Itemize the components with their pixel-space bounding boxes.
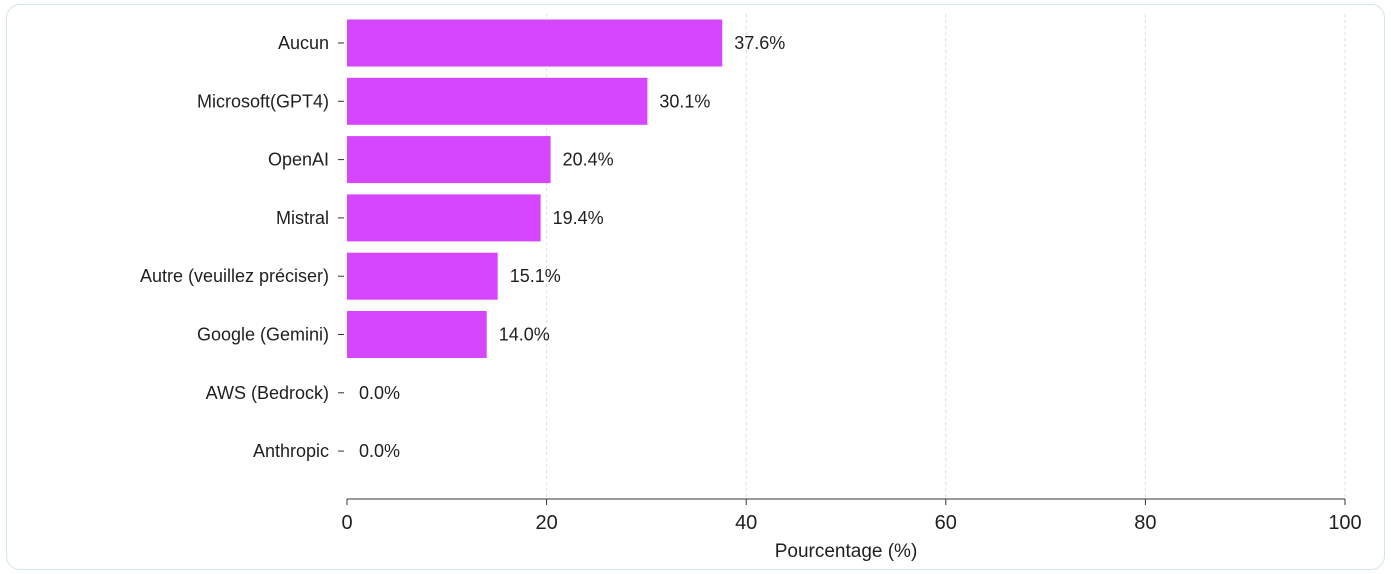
category-label-4: Autre (veuillez préciser) xyxy=(140,266,329,286)
bar-0 xyxy=(347,19,723,67)
value-label-3: 19.4% xyxy=(553,208,604,228)
bar-5 xyxy=(347,311,487,358)
value-label-6: 0.0% xyxy=(359,383,400,403)
category-label-7: Anthropic xyxy=(253,441,329,461)
bars xyxy=(347,19,723,358)
bar-2 xyxy=(347,136,551,184)
x-axis-label: Pourcentage (%) xyxy=(775,541,918,562)
x-tick-label-80: 80 xyxy=(1134,512,1156,534)
gridlines xyxy=(546,14,1346,499)
x-tick-label-20: 20 xyxy=(535,512,557,534)
x-axis: 0 20 40 60 80 100 xyxy=(341,498,1362,534)
x-tick-label-0: 0 xyxy=(341,512,352,534)
category-labels: Aucun Microsoft(GPT4) OpenAI Mistral Autre (… xyxy=(140,33,344,461)
value-labels: 37.6% 30.1% 20.4% 19.4% 15.1% 14.0% 0.0% 0.0% xyxy=(359,33,785,461)
category-label-3: Mistral xyxy=(276,208,329,228)
x-tick-label-60: 60 xyxy=(935,512,957,534)
bar-1 xyxy=(347,77,648,125)
category-label-2: OpenAI xyxy=(268,150,329,170)
value-label-0: 37.6% xyxy=(734,33,785,53)
chart-card xyxy=(6,4,1385,570)
value-label-2: 20.4% xyxy=(563,150,614,170)
category-label-1: Microsoft(GPT4) xyxy=(197,91,329,111)
value-label-1: 30.1% xyxy=(659,91,710,111)
x-tick-label-40: 40 xyxy=(735,512,757,534)
bar-4 xyxy=(347,252,498,300)
x-tick-label-100: 100 xyxy=(1328,512,1361,534)
category-label-5: Google (Gemini) xyxy=(197,325,329,345)
category-label-0: Aucun xyxy=(278,33,329,53)
value-label-4: 15.1% xyxy=(510,266,561,286)
category-label-6: AWS (Bedrock) xyxy=(206,383,329,403)
value-label-5: 14.0% xyxy=(499,325,550,345)
value-label-7: 0.0% xyxy=(359,441,400,461)
bar-3 xyxy=(347,194,541,242)
